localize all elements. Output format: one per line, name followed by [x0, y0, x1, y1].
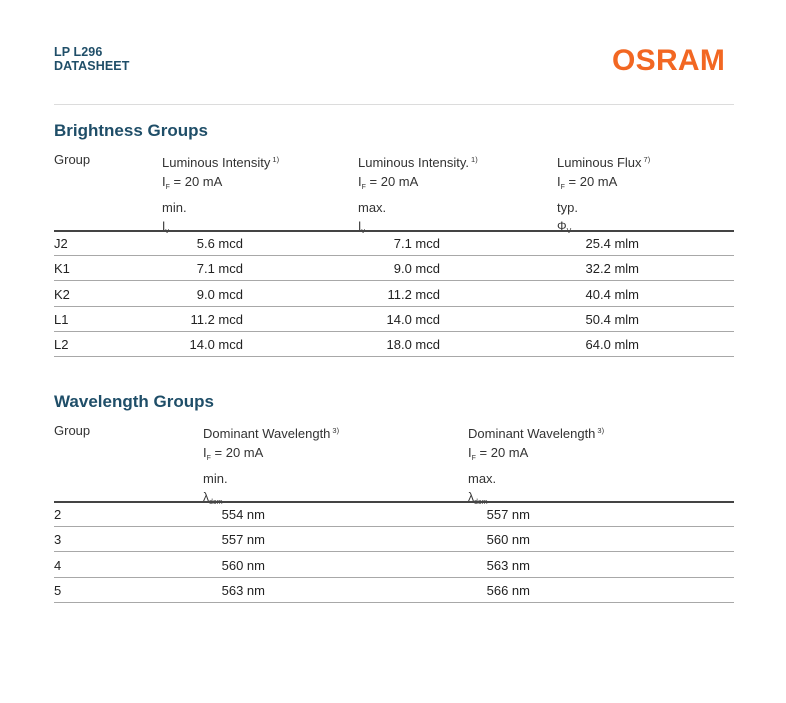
row-divider [54, 331, 734, 332]
wavelength-header-group: Group [54, 421, 90, 440]
header-label: Group [54, 423, 91, 438]
osram-logo: OSRAM [612, 44, 726, 77]
header-label: Group [54, 152, 91, 167]
footnote-ref: 3) [332, 426, 340, 435]
document-type: DATASHEET [54, 59, 130, 73]
header-label: Dominant Wavelength [203, 426, 331, 441]
table-bottom-rule [54, 356, 734, 357]
product-name: LP L296 [54, 45, 103, 59]
footnote-ref: 1) [272, 155, 280, 164]
row-divider [54, 255, 734, 256]
brightness-header-group: Group [54, 150, 90, 169]
limit-label: min. [203, 470, 228, 486]
footnote-ref: 7) [643, 155, 651, 164]
header-label: Luminous Intensity [162, 155, 271, 170]
row-divider [54, 306, 734, 307]
brightness-header-rule [54, 230, 734, 232]
brightness-header-intensity-max: Luminous Intensity.1) IF = 20 mA max. Iv [358, 155, 478, 235]
limit-label: max. [468, 470, 497, 486]
row-divider [54, 577, 734, 578]
limit-label: min. [162, 199, 187, 215]
header-label: Dominant Wavelength [468, 426, 596, 441]
footnote-ref: 3) [597, 426, 605, 435]
header-label: Luminous Flux [557, 155, 642, 170]
header-label: Luminous Intensity. [358, 155, 470, 170]
limit-label: typ. [557, 199, 578, 215]
row-divider [54, 551, 734, 552]
wavelength-groups-title: Wavelength Groups [54, 392, 214, 411]
footnote-ref: 1) [471, 155, 478, 164]
row-divider [54, 280, 734, 281]
wavelength-header-rule [54, 501, 734, 503]
limit-label: max. [358, 199, 387, 215]
document-title: LP L296 DATASHEET [54, 45, 129, 73]
brightness-groups-title: Brightness Groups [54, 121, 208, 140]
row-divider [54, 526, 734, 527]
table-bottom-rule [54, 602, 734, 603]
header-divider [54, 104, 734, 105]
